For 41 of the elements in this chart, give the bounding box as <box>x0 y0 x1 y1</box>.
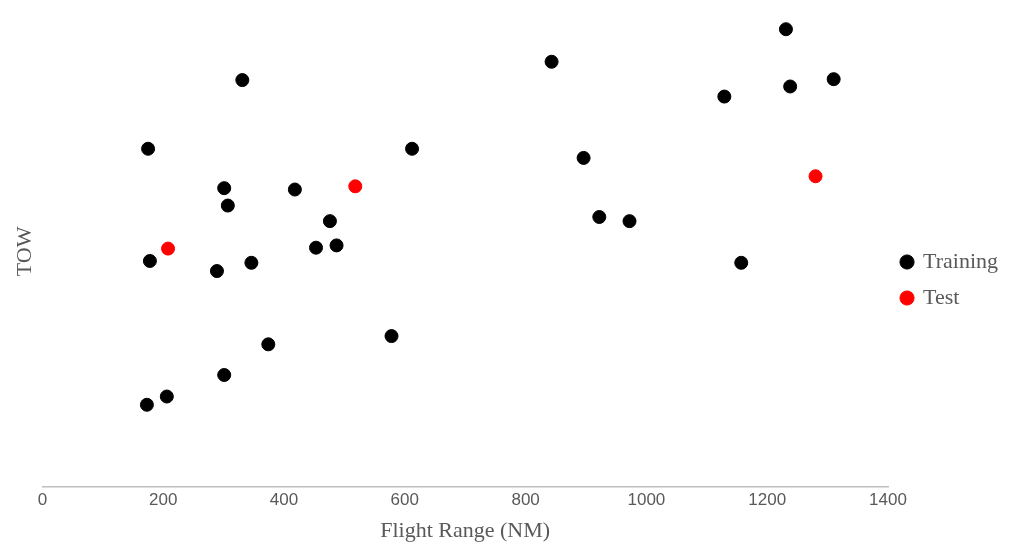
x-tick-label: 1200 <box>748 490 787 510</box>
legend-label: Training <box>923 247 998 273</box>
x-tick-label: 800 <box>511 490 540 510</box>
point <box>261 337 276 352</box>
point <box>322 214 337 229</box>
point <box>309 240 324 255</box>
point <box>778 22 793 37</box>
point <box>576 150 591 165</box>
x-tick-label: 200 <box>149 490 178 510</box>
point <box>717 89 732 104</box>
x-tick-label: 400 <box>269 490 299 510</box>
point <box>384 329 399 344</box>
point <box>217 368 232 382</box>
point <box>159 389 174 404</box>
x-axis-title: Flight Range (NM) <box>380 516 551 542</box>
point <box>244 255 259 270</box>
point <box>161 241 176 256</box>
point <box>783 79 798 94</box>
x-tick-label: 1400 <box>869 490 907 510</box>
point <box>220 198 235 213</box>
point <box>826 72 841 87</box>
point <box>544 54 559 69</box>
point <box>622 214 637 229</box>
point <box>348 179 363 194</box>
y-axis-title: TOW <box>10 226 36 277</box>
point <box>141 141 156 156</box>
point <box>287 182 302 197</box>
point <box>142 253 157 268</box>
point <box>808 169 823 184</box>
point <box>592 210 607 224</box>
x-tick-label: 1000 <box>627 490 666 510</box>
point <box>139 397 154 412</box>
point <box>734 255 749 270</box>
point <box>405 141 420 156</box>
x-tick-label: 0 <box>37 490 48 510</box>
point <box>329 238 344 253</box>
legend-label: Test <box>923 283 960 309</box>
x-tick-label: 600 <box>390 490 419 510</box>
point <box>235 73 250 88</box>
point <box>209 264 224 279</box>
point <box>217 181 232 196</box>
